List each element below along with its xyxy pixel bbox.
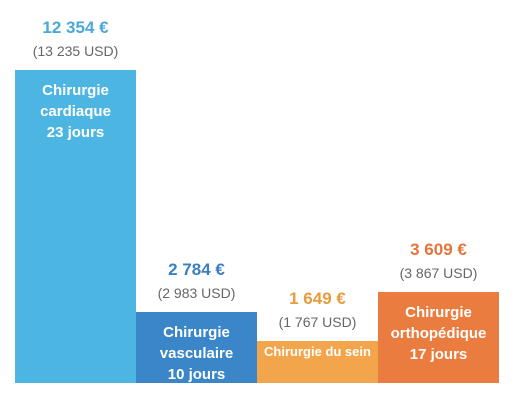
- category-label: Chirurgie vasculaire: [159, 324, 234, 363]
- bar-label: Chirurgie orthopédique 17 jours: [378, 302, 499, 365]
- days-label: 17 jours: [409, 345, 468, 363]
- usd-label: (1 767 USD): [278, 314, 357, 331]
- bar-label: Chirurgie du sein: [257, 344, 378, 360]
- bar: Chirurgie cardiaque 23 jours: [15, 70, 136, 383]
- bar: Chirurgie orthopédique 17 jours: [378, 291, 499, 383]
- value-label: 2 784 €: [168, 260, 225, 280]
- bar-label: Chirurgie cardiaque 23 jours: [15, 80, 136, 143]
- days-label: 10 jours: [167, 366, 226, 384]
- usd-label: (2 983 USD): [157, 285, 236, 302]
- bar: Chirurgie vasculaire 10 jours: [136, 312, 257, 383]
- category-label: Chirurgie du sein: [264, 344, 371, 360]
- category-label: Chirurgie cardiaque: [40, 82, 111, 120]
- usd-label: (13 235 USD): [32, 43, 119, 59]
- bar-label: Chirurgie vasculaire 10 jours: [136, 322, 257, 385]
- days-label: 23 jours: [46, 124, 105, 141]
- usd-label: (3 867 USD): [399, 264, 478, 281]
- bar: Chirurgie du sein: [257, 341, 378, 383]
- category-label: Chirurgie orthopédique: [390, 303, 487, 342]
- value-label: 12 354 €: [42, 18, 109, 37]
- value-label: 3 609 €: [410, 239, 467, 259]
- value-label: 1 649 €: [289, 289, 346, 309]
